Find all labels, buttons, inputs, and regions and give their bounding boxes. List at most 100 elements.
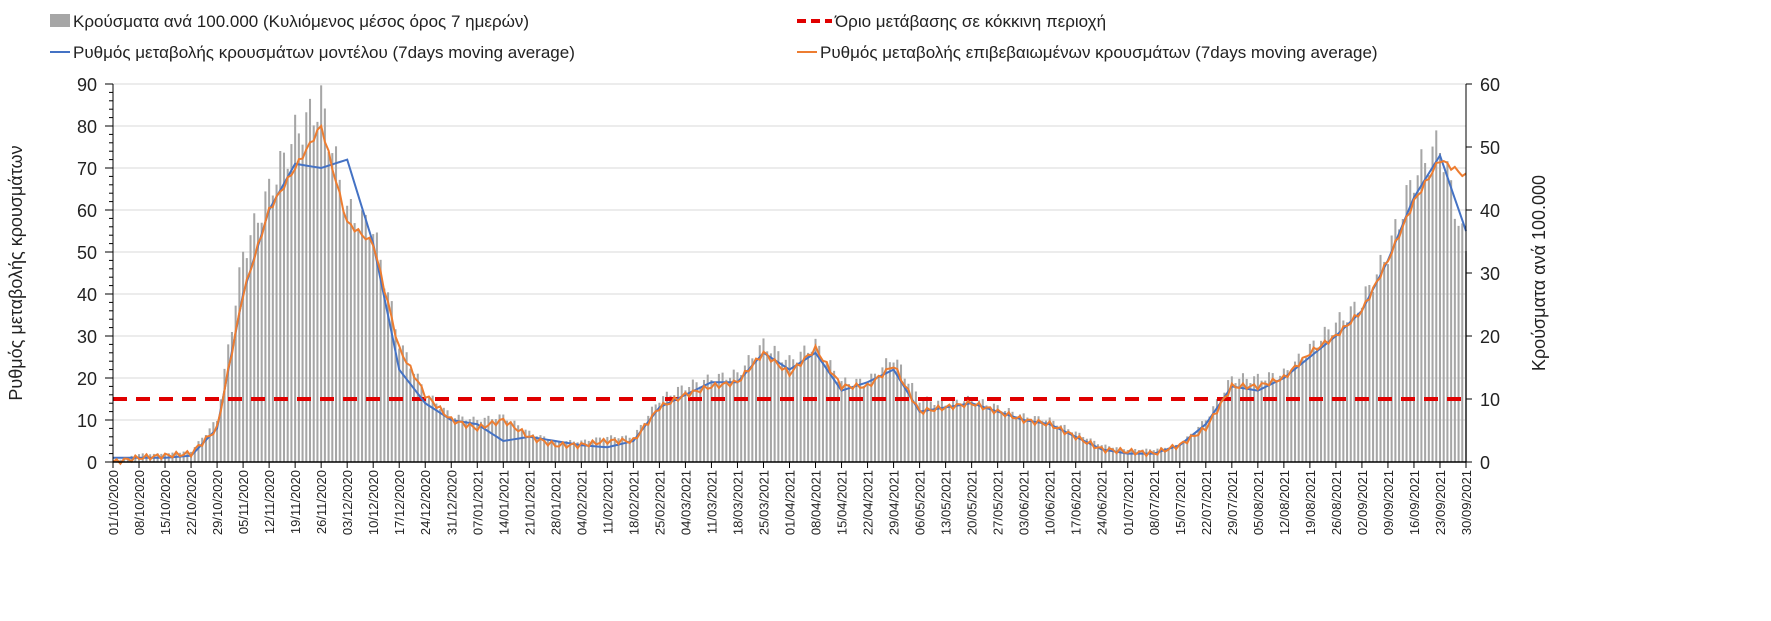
bar (208, 428, 211, 462)
bar (353, 223, 356, 462)
bar (1070, 432, 1074, 462)
bar (632, 437, 635, 462)
bar (877, 376, 880, 462)
bar (844, 377, 847, 462)
x-tick-label: 05/08/2021 (1251, 470, 1266, 535)
bar (795, 362, 798, 462)
x-tick-label: 08/07/2021 (1147, 470, 1162, 535)
bar (1149, 449, 1152, 462)
x-tick-label: 15/10/2020 (158, 470, 173, 535)
bar (487, 415, 490, 462)
bar (416, 373, 419, 462)
bar (665, 391, 668, 462)
bar (312, 125, 315, 463)
bar (1450, 180, 1453, 462)
x-tick-label: 31/12/2020 (444, 470, 459, 535)
bar (253, 213, 256, 462)
bar (264, 191, 267, 462)
legend: Κρούσματα ανά 100.000 (Κυλιόμενος μέσος … (50, 12, 1378, 62)
bar (1230, 376, 1233, 462)
x-tick-label: 30/09/2021 (1459, 470, 1474, 535)
bar (1178, 445, 1181, 462)
bar (1067, 429, 1070, 462)
y-axis-left-title: Ρυθμός μεταβολής κρουσμάτων (6, 145, 26, 400)
legend-model-label: Ρυθμός μεταβολής κρουσμάτων μοντέλου (7d… (73, 43, 575, 62)
bar (1093, 440, 1096, 462)
bar (576, 442, 579, 462)
bar (294, 114, 297, 462)
bar (888, 362, 891, 462)
bar (509, 421, 512, 462)
bar (1405, 185, 1408, 462)
bar (929, 401, 932, 462)
bar (387, 292, 390, 462)
bar (1018, 414, 1021, 462)
bar (978, 400, 981, 462)
bar (870, 373, 873, 462)
legend-bars-label: Κρούσματα ανά 100.000 (Κυλιόμενος μέσος … (73, 12, 529, 31)
bar (1256, 373, 1259, 462)
bar (424, 396, 427, 462)
y-right-tick-label: 60 (1480, 75, 1500, 95)
bar (1141, 449, 1144, 462)
bar (1108, 446, 1111, 462)
x-tick-label: 12/08/2021 (1277, 470, 1292, 535)
bar (442, 407, 445, 462)
bar (743, 365, 746, 462)
bar (491, 419, 494, 462)
bar (1293, 361, 1297, 462)
bar (1375, 274, 1378, 462)
x-tick-label: 04/03/2021 (678, 470, 693, 535)
bar (123, 458, 126, 462)
y-left-tick-label: 70 (77, 159, 97, 179)
bar (420, 384, 423, 462)
y-left-tick-label: 60 (77, 201, 97, 221)
bar (357, 229, 360, 462)
bar (1431, 146, 1434, 462)
bar (446, 410, 449, 462)
bar (1461, 223, 1464, 462)
bar (465, 420, 468, 462)
bar (736, 372, 739, 462)
x-tick-label: 05/11/2020 (236, 470, 251, 534)
y-right-tick-label: 40 (1480, 201, 1500, 221)
bar (427, 396, 430, 462)
bar (297, 133, 300, 462)
bar (1249, 383, 1252, 462)
legend-threshold-label: Όριο μετάβασης σε κόκκινη περιοχή (834, 12, 1106, 31)
bar (1189, 433, 1192, 462)
bar (1160, 447, 1163, 462)
bar (375, 232, 378, 462)
bar (992, 403, 995, 462)
bar (598, 437, 601, 462)
bar (781, 362, 784, 462)
bar (1364, 286, 1367, 462)
bar (847, 384, 850, 462)
bar (342, 210, 345, 462)
bar (572, 441, 575, 462)
bar (829, 360, 832, 462)
x-tick-label: 25/03/2021 (756, 470, 771, 535)
bar (788, 355, 791, 462)
x-tick-label: 17/12/2020 (392, 470, 407, 535)
bar (896, 359, 899, 462)
bar (197, 441, 200, 462)
x-tick-label: 16/09/2021 (1407, 470, 1422, 535)
x-tick-label: 28/01/2021 (548, 470, 563, 535)
x-tick-label: 29/04/2021 (887, 470, 902, 535)
bar (1416, 175, 1419, 462)
x-tick-label: 29/10/2020 (210, 470, 225, 535)
x-tick-label: 03/12/2020 (340, 470, 355, 535)
bar (1264, 380, 1267, 462)
bar (1275, 379, 1278, 462)
bar (899, 364, 903, 462)
bar (966, 395, 969, 462)
bar (234, 305, 237, 462)
x-tick-label: 06/05/2021 (913, 470, 928, 535)
x-tick-label: 17/06/2021 (1069, 470, 1084, 535)
bar (676, 386, 680, 462)
bar (1182, 441, 1185, 462)
bar (1137, 450, 1140, 462)
x-tick-label: 15/07/2021 (1173, 470, 1188, 535)
bar (372, 234, 375, 462)
